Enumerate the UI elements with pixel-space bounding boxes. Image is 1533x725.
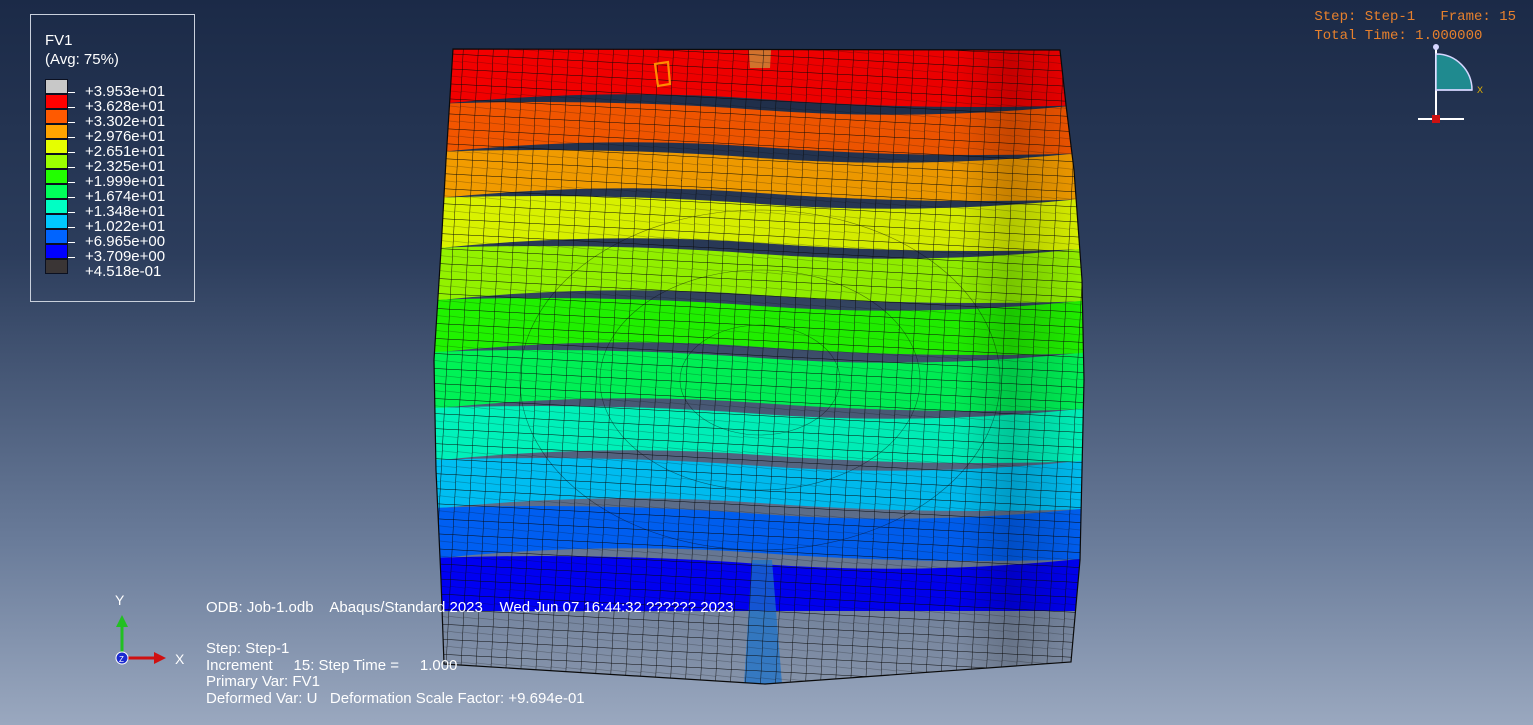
legend-swatch (45, 214, 68, 229)
legend-value: +1.674e+01 (85, 188, 166, 205)
legend-value: +2.651e+01 (85, 143, 166, 160)
svg-text:Z: Z (119, 655, 124, 664)
legend-tick (68, 137, 75, 138)
legend-variable: FV1 (45, 32, 73, 49)
legend-value: +2.976e+01 (85, 128, 166, 145)
increment-label: Increment 15: Step Time = 1.000 (206, 657, 458, 674)
legend-value: +3.628e+01 (85, 98, 166, 115)
legend-swatch (45, 109, 68, 124)
primary-var-label: Primary Var: FV1 (206, 673, 320, 690)
axis-y-label: Y (115, 592, 125, 608)
legend-tick (68, 182, 75, 183)
step-label: Step: Step-1 (206, 640, 290, 657)
legend-tick (68, 152, 75, 153)
legend-value: +1.999e+01 (85, 173, 166, 190)
axis-x-label: X (175, 651, 185, 667)
legend-tick (68, 92, 75, 93)
legend-tick (68, 212, 75, 213)
contour-legend[interactable]: FV1 (Avg: 75%) +3.953e+01 +3.628e+01 +3.30… (30, 14, 195, 302)
odb-info: ODB: Job-1.odb Abaqus/Standard 2023 Wed … (206, 599, 734, 616)
legend-swatch (45, 124, 68, 139)
legend-tick (68, 107, 75, 108)
legend-swatch (45, 199, 68, 214)
legend-value: +4.518e-01 (85, 263, 162, 280)
legend-value: +3.302e+01 (85, 113, 166, 130)
legend-swatch (45, 229, 68, 244)
legend-value: +3.953e+01 (85, 83, 166, 100)
legend-swatch (45, 94, 68, 109)
legend-tick (68, 227, 75, 228)
coordinate-axes-icon: Y Z X (115, 592, 185, 667)
step-frame-info: Step: Step-1 Frame: 15 Total Time: 1.000… (1314, 8, 1516, 46)
legend-swatch (45, 79, 68, 94)
legend-tick (68, 257, 75, 258)
step-frame-line: Step: Step-1 Frame: 15 (1314, 9, 1516, 25)
legend-averaging: (Avg: 75%) (45, 51, 119, 68)
legend-tick (68, 167, 75, 168)
legend-swatch (45, 139, 68, 154)
view-triad-icon[interactable]: X (1414, 40, 1494, 125)
triad-x-label: X (1477, 85, 1483, 95)
mesh-outline (433, 48, 1085, 685)
legend-value: +1.348e+01 (85, 203, 166, 220)
deformed-var-label: Deformed Var: U Deformation Scale Factor… (206, 690, 585, 707)
total-time-line: Total Time: 1.000000 (1314, 28, 1483, 44)
legend-value: +2.325e+01 (85, 158, 166, 175)
legend-swatch (45, 184, 68, 199)
legend-value: +1.022e+01 (85, 218, 166, 235)
legend-swatch (45, 169, 68, 184)
legend-tick (68, 242, 75, 243)
legend-value: +3.709e+00 (85, 248, 166, 265)
legend-tick (68, 122, 75, 123)
highlighted-element (653, 60, 672, 88)
legend-swatch (45, 154, 68, 169)
legend-value: +6.965e+00 (85, 233, 166, 250)
legend-tick (68, 197, 75, 198)
legend-swatch (45, 259, 68, 274)
legend-swatch (45, 244, 68, 259)
